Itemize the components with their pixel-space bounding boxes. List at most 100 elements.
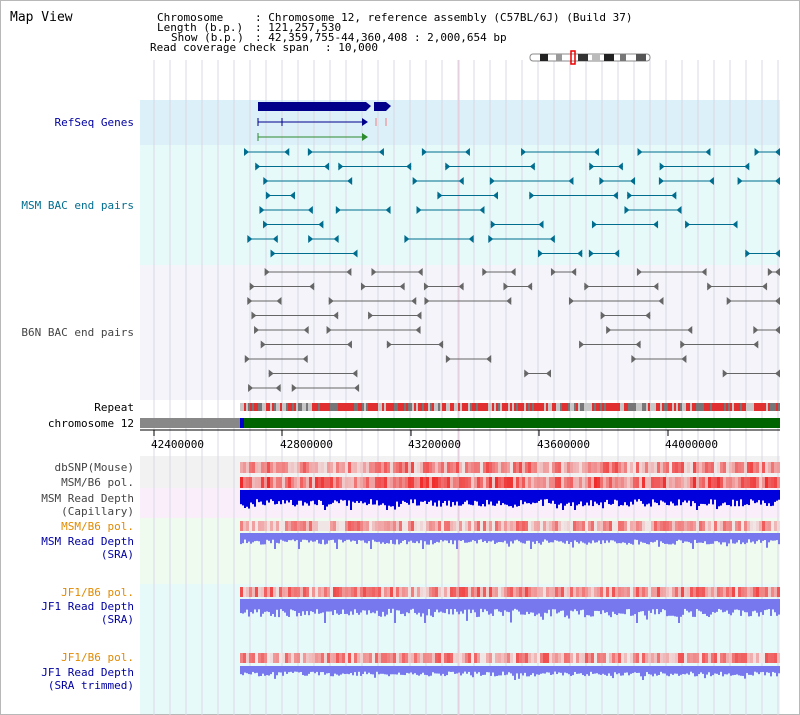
jf1-sra-depth-bar: [546, 599, 548, 614]
repeat-segment: [438, 403, 440, 411]
repeat-segment: [308, 403, 310, 411]
b6n-bac-end-left: [636, 268, 642, 276]
track-label-msm-depth-cap-1[interactable]: MSM Read Depth: [41, 492, 134, 505]
jf1-trim-depth-bar: [614, 666, 616, 673]
b6n-bac-end-left: [360, 282, 366, 291]
msm-cap-depth-bar: [522, 490, 524, 505]
jf1-sra-depth-bar: [548, 599, 550, 610]
jf1-pol2-cell: [732, 653, 735, 663]
track-label-msm-bac[interactable]: MSM BAC end pairs: [21, 199, 134, 212]
track-label-msm-pol-2[interactable]: MSM/B6 pol.: [61, 520, 134, 533]
track-label-b6n-bac[interactable]: B6N BAC end pairs: [21, 326, 134, 339]
repeat-segment: [402, 403, 404, 411]
repeat-segment: [254, 403, 256, 411]
jf1-pol2-cell: [303, 653, 306, 663]
msm-cap-depth-bar: [452, 490, 454, 503]
msm-bac-end-right: [732, 220, 738, 229]
track-label-jf1-depth-1[interactable]: JF1 Read Depth: [41, 600, 134, 613]
jf1-sra-depth-bar: [520, 599, 522, 615]
msm-cap-depth-bar: [500, 490, 502, 506]
repeat-segment: [774, 403, 776, 411]
jf1-pol2-cell: [657, 653, 660, 663]
jf1-sra-depth-bar: [442, 599, 444, 613]
msm-pol-cell: [408, 477, 411, 488]
msm-pol-cell: [501, 477, 504, 488]
msm-sra-depth-bar: [390, 533, 392, 541]
jf1-pol-cell: [432, 587, 435, 597]
dbsnp-cell: [663, 462, 666, 473]
track-label-jf1-trim-1[interactable]: JF1 Read Depth: [41, 666, 134, 679]
msm-pol-cell: [369, 477, 372, 488]
b6n-bac-end-right: [346, 340, 352, 349]
dbsnp-cell: [675, 462, 678, 473]
msm-pol-cell: [426, 477, 429, 488]
msm-sra-depth-bar: [456, 533, 458, 549]
msm-sra-depth-bar: [422, 533, 424, 549]
jf1-pol2-cell: [261, 653, 264, 663]
repeat-segment: [544, 403, 546, 411]
msm-cap-depth-bar: [650, 490, 652, 507]
jf1-sra-depth-bar: [532, 599, 534, 613]
msm-cap-depth-bar: [616, 490, 618, 501]
jf1-sra-depth-bar: [284, 599, 286, 613]
jf1-sra-depth-bar: [408, 599, 410, 614]
jf1-pol-cell: [717, 587, 720, 597]
jf1-pol-cell: [651, 587, 654, 597]
jf1-pol-cell: [645, 587, 648, 597]
jf1-sra-depth-bar: [560, 599, 562, 611]
refseq-gene-arrow: [362, 118, 368, 126]
jf1-pol2-cell: [507, 653, 510, 663]
msm-sra-depth-bar: [476, 533, 478, 544]
track-label-refseq[interactable]: RefSeq Genes: [54, 116, 134, 129]
jf1-trim-depth-bar: [748, 666, 750, 675]
msm-sra-depth-bar: [518, 533, 520, 542]
jf1-pol-cell: [321, 587, 324, 597]
repeat-segment: [534, 403, 536, 411]
jf1-trim-depth-bar: [368, 666, 370, 673]
msm-cap-depth-bar: [514, 490, 516, 505]
repeat-segment: [374, 403, 376, 411]
jf1-pol2-cell: [447, 653, 450, 663]
repeat-segment: [570, 403, 572, 411]
jf1-trim-depth-bar: [494, 666, 496, 677]
msm-pol-cell: [636, 477, 639, 488]
jf1-trim-depth-bar: [374, 666, 376, 678]
track-label-jf1-pol-1[interactable]: JF1/B6 pol.: [61, 586, 134, 599]
msm-sra-depth-bar: [284, 533, 286, 542]
jf1-trim-depth-bar: [696, 666, 698, 677]
track-label-repeat[interactable]: Repeat: [94, 401, 134, 414]
msm-sra-depth-bar: [626, 533, 628, 545]
jf1-trim-depth-bar: [544, 666, 546, 674]
msm-pol2-cell: [513, 521, 516, 531]
jf1-pol-cell: [324, 587, 327, 597]
track-label-msm-pol-1[interactable]: MSM/B6 pol.: [61, 476, 134, 489]
msm-pol-cell: [303, 477, 306, 488]
track-label-chromosome[interactable]: chromosome 12: [47, 417, 134, 430]
jf1-pol2-cell: [576, 653, 579, 663]
msm-sra-depth-bar: [624, 533, 626, 543]
jf1-sra-depth-bar: [342, 599, 344, 610]
jf1-pol2-cell: [378, 653, 381, 663]
msm-pol-cell: [573, 477, 576, 488]
jf1-trim-depth-bar: [446, 666, 448, 676]
dbsnp-cell: [777, 462, 780, 473]
track-label-msm-depth-sra-1[interactable]: MSM Read Depth: [41, 535, 134, 548]
jf1-trim-depth-bar: [776, 666, 778, 677]
jf1-sra-depth-bar: [686, 599, 688, 611]
dbsnp-cell: [318, 462, 321, 473]
jf1-pol2-cell: [402, 653, 405, 663]
track-label-jf1-pol-2[interactable]: JF1/B6 pol.: [61, 651, 134, 664]
jf1-trim-depth-bar: [474, 666, 476, 672]
jf1-trim-depth-bar: [652, 666, 654, 677]
jf1-sra-depth-bar: [436, 599, 438, 610]
jf1-pol-cell: [504, 587, 507, 597]
jf1-trim-depth-bar: [526, 666, 528, 677]
jf1-pol2-cell: [609, 653, 612, 663]
msm-pol2-cell: [249, 521, 252, 531]
jf1-trim-depth-bar: [334, 666, 336, 674]
track-label-dbsnp[interactable]: dbSNP(Mouse): [54, 461, 134, 474]
msm-pol-cell: [765, 477, 768, 488]
msm-sra-depth-bar: [310, 533, 312, 541]
repeat-segment: [496, 403, 498, 411]
